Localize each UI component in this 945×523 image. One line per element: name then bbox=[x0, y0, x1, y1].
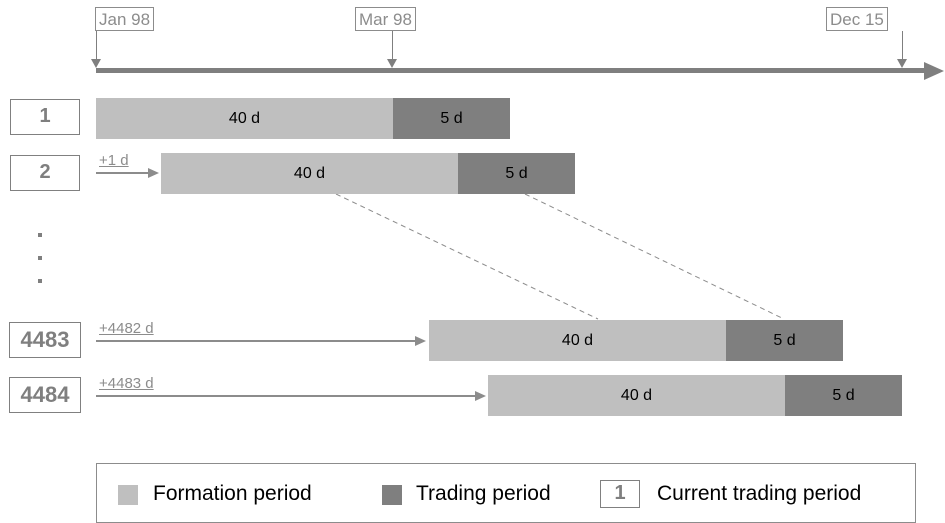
period-4484-box: 4484 bbox=[9, 377, 81, 413]
current-legend-label: Current trading period bbox=[657, 482, 861, 506]
trading-segment: 5 d bbox=[458, 153, 575, 194]
period-4483-box: 4483 bbox=[9, 322, 81, 358]
period-1-box: 1 bbox=[10, 99, 80, 135]
period-2-offset-label: +1 d bbox=[99, 152, 129, 169]
period-4483-offset-label: +4482 d bbox=[99, 320, 154, 337]
formation-legend-label: Formation period bbox=[153, 482, 312, 506]
trading-swatch bbox=[382, 485, 402, 505]
period-4483-bar: 40 d 5 d bbox=[429, 320, 843, 361]
ellipsis-dot bbox=[38, 256, 42, 260]
period-4483-offset-arrowhead bbox=[415, 336, 426, 346]
current-period-swatch-box: 1 bbox=[600, 480, 640, 508]
formation-segment: 40 d bbox=[488, 375, 785, 416]
trading-legend-label: Trading period bbox=[416, 482, 551, 506]
period-2-box: 2 bbox=[10, 155, 80, 191]
trading-segment: 5 d bbox=[393, 98, 510, 139]
trading-segment: 5 d bbox=[785, 375, 902, 416]
ellipsis-dot bbox=[38, 279, 42, 283]
trading-projection-line bbox=[525, 194, 784, 319]
period-2-bar: 40 d 5 d bbox=[161, 153, 575, 194]
legend: Formation period Trading period 1 Curren… bbox=[96, 463, 916, 523]
trading-segment: 5 d bbox=[726, 320, 843, 361]
formation-projection-line bbox=[336, 194, 598, 319]
period-4484-offset-label: +4483 d bbox=[99, 375, 154, 392]
formation-segment: 40 d bbox=[429, 320, 726, 361]
formation-segment: 40 d bbox=[96, 98, 393, 139]
period-4484-offset-arrowhead bbox=[475, 391, 486, 401]
period-4484-offset-arrow bbox=[96, 395, 475, 397]
formation-swatch bbox=[118, 485, 138, 505]
period-2-offset-arrowhead bbox=[148, 168, 159, 178]
period-4484-bar: 40 d 5 d bbox=[488, 375, 902, 416]
formation-segment: 40 d bbox=[161, 153, 458, 194]
ellipsis-dot bbox=[38, 233, 42, 237]
period-1-bar: 40 d 5 d bbox=[96, 98, 510, 139]
period-2-offset-arrow bbox=[96, 172, 148, 174]
period-4483-offset-arrow bbox=[96, 340, 415, 342]
